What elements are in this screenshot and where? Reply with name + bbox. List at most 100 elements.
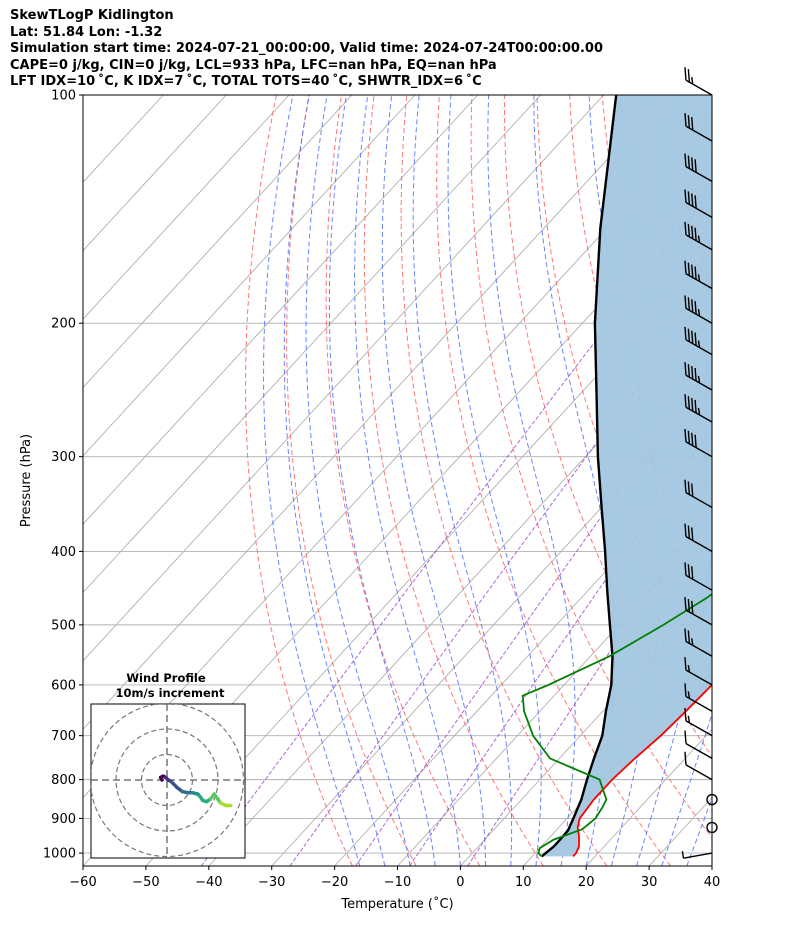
hodograph-subtitle: 10m/s increment [116, 686, 225, 700]
isotherm-line [83, 95, 416, 457]
wind-barb [684, 189, 713, 218]
dry-adiabat [765, 95, 794, 866]
y-tick-label: 400 [51, 545, 76, 560]
isotherm-line [83, 95, 353, 389]
dewpoint-profile [521, 592, 712, 858]
wind-barb [684, 295, 713, 324]
moist-adiabat [661, 712, 712, 866]
mixing-ratio-line [467, 500, 712, 866]
wind-barb [684, 221, 713, 251]
chart-title: SkewTLogP Kidlington [10, 8, 174, 23]
wind-barb [706, 793, 718, 806]
dry-adiabat [363, 95, 544, 866]
isotherm-line [83, 95, 479, 525]
wind-barb [684, 67, 713, 96]
wind-barb [684, 523, 713, 553]
wind-barb [684, 260, 713, 290]
moist-adiabat [262, 95, 361, 866]
y-axis-label: Pressure (hPa) [19, 434, 34, 527]
y-tick-label: 1000 [43, 847, 76, 862]
wind-barb [684, 657, 713, 686]
moist-adiabat [381, 95, 487, 866]
x-tick-label: −20 [321, 875, 348, 890]
wind-barb [684, 562, 713, 591]
y-tick-label: 200 [51, 317, 76, 332]
x-tick-label: −40 [195, 875, 222, 890]
wind-barb [684, 597, 713, 626]
y-tick-label: 100 [51, 89, 76, 104]
x-axis-label: Temperature (˚C) [340, 896, 453, 912]
isotherm-line [83, 95, 667, 730]
isotherm-line [775, 95, 794, 866]
moist-adiabat [487, 95, 576, 866]
dry-adiabat [699, 95, 712, 160]
location-line: Lat: 51.84 Lon: -1.32 [10, 24, 163, 40]
isotherm-line [271, 386, 712, 866]
isotherm-line [83, 95, 290, 320]
isotherm-line [334, 455, 712, 866]
chart-header: SkewTLogP Kidlington Lat: 51.84 Lon: -1.… [10, 8, 603, 91]
hodograph-ring [91, 704, 245, 858]
hodograph-segment [212, 792, 223, 805]
moist-adiabat [636, 95, 712, 866]
wind-barb [684, 394, 713, 423]
x-tick-label: −30 [258, 875, 285, 890]
wind-barb [681, 851, 713, 859]
isotherm-line [145, 250, 712, 866]
dry-adiabat [400, 95, 608, 866]
wind-barb [684, 479, 713, 509]
isotherm-line [711, 865, 712, 866]
isotherm-line [83, 95, 227, 252]
y-tick-label: 500 [51, 618, 76, 633]
temperature-profile [572, 682, 712, 858]
isotherm-line [208, 318, 712, 866]
isotherm-line [460, 591, 712, 866]
isotherm-line [585, 728, 712, 866]
moist-adiabat [283, 95, 386, 866]
wind-barb [684, 628, 713, 657]
y-tick-label: 900 [51, 812, 76, 827]
x-tick-label: −60 [69, 875, 96, 890]
wind-barb [684, 751, 713, 781]
moist-adiabat [328, 95, 436, 866]
moist-adiabat [711, 864, 712, 866]
moist-adiabat [737, 95, 794, 866]
time-line: Simulation start time: 2024-07-21_00:00:… [10, 41, 603, 56]
parcel-profile [540, 95, 618, 858]
wind-barb [684, 428, 713, 458]
y-tick-label: 700 [51, 729, 76, 744]
moist-adiabat [305, 95, 411, 866]
y-tick-label: 300 [51, 450, 76, 465]
cin-shading [541, 95, 712, 857]
x-tick-label: 0 [456, 875, 464, 890]
dry-adiabat [286, 95, 417, 866]
y-tick-label: 800 [51, 773, 76, 788]
x-tick-label: −50 [132, 875, 159, 890]
dry-adiabat [470, 95, 712, 839]
x-tick-label: 30 [641, 875, 658, 890]
hodograph-title: Wind Profile [126, 671, 206, 685]
wind-barb [684, 707, 713, 737]
isotherm-line [397, 523, 712, 866]
wind-barb [684, 153, 713, 182]
wind-barb [684, 683, 713, 712]
mixing-ratio-line [355, 362, 712, 866]
wind-barb [684, 730, 713, 759]
dry-adiabat [325, 95, 481, 866]
wind-barb [684, 326, 713, 356]
x-tick-label: 20 [578, 875, 595, 890]
isotherm-line [83, 95, 542, 594]
y-tick-label: 600 [51, 678, 76, 693]
mixing-ratio-line [289, 286, 712, 866]
wind-barb [684, 362, 713, 391]
wind-barb [706, 821, 718, 834]
x-tick-label: 40 [704, 875, 721, 890]
dry-adiabat [436, 95, 671, 866]
x-tick-label: 10 [515, 875, 532, 890]
dry-adiabat [733, 95, 794, 866]
moist-adiabat [354, 95, 461, 866]
moist-adiabat [686, 796, 712, 866]
cape-line: CAPE=0 j/kg, CIN=0 j/kg, LCL=933 hPa, LF… [10, 57, 497, 73]
dry-adiabat [245, 95, 353, 866]
